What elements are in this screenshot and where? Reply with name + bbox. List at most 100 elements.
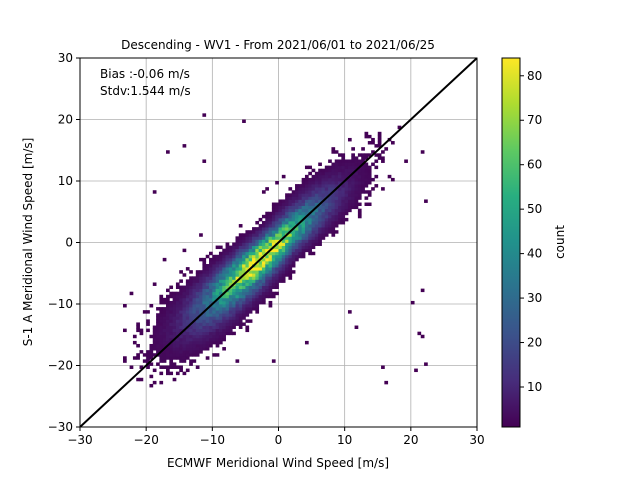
heatmap-cell [195, 282, 200, 286]
heatmap-cell [142, 353, 147, 357]
heatmap-cell [311, 242, 316, 246]
heatmap-cell [169, 337, 174, 342]
heatmap-cell [318, 220, 322, 225]
heatmap-cell [318, 205, 322, 210]
heatmap-cell [228, 294, 233, 299]
heatmap-cell [377, 131, 382, 136]
heatmap-cell [371, 177, 375, 182]
heatmap-cell [334, 162, 339, 167]
heatmap-cell [248, 304, 253, 308]
heatmap-cell [202, 285, 207, 290]
heatmap-cell [152, 325, 157, 329]
heatmap-cell [159, 371, 164, 376]
heatmap-cell [285, 202, 289, 206]
heatmap-cell [298, 248, 303, 253]
heatmap-cell [202, 270, 207, 274]
heatmap-cell [228, 291, 233, 296]
heatmap-cell [185, 300, 190, 305]
heatmap-cell [225, 279, 230, 283]
heatmap-cell [258, 294, 263, 299]
heatmap-cell [235, 273, 240, 277]
heatmap-cell [228, 254, 233, 259]
heatmap-cell [304, 217, 309, 222]
heatmap-cell [182, 347, 187, 351]
heatmap-cell [172, 362, 177, 366]
heatmap-cell [169, 371, 174, 376]
heatmap-cell [189, 343, 193, 348]
heatmap-cell [334, 196, 339, 200]
heatmap-cell [182, 325, 187, 329]
heatmap-cell [179, 359, 183, 363]
heatmap-cell [156, 322, 160, 326]
heatmap-cell [328, 181, 332, 185]
heatmap-cell [324, 171, 329, 176]
heatmap-cell [354, 165, 359, 170]
heatmap-cell [331, 165, 336, 170]
heatmap-cell [301, 202, 306, 206]
heatmap-cell [311, 168, 316, 173]
heatmap-cell [189, 328, 193, 333]
heatmap-cell [245, 294, 250, 299]
heatmap-cell [192, 334, 197, 339]
heatmap-cell [328, 196, 332, 200]
heatmap-cell [354, 193, 359, 197]
heatmap-cell [285, 248, 289, 253]
heatmap-cell [235, 242, 240, 246]
heatmap-cell [341, 159, 346, 163]
heatmap-cell [185, 304, 190, 308]
heatmap-cell [291, 242, 296, 246]
heatmap-cell [166, 340, 170, 345]
heatmap-cell [175, 304, 180, 308]
heatmap-cell [189, 347, 193, 351]
heatmap-cell [338, 159, 342, 163]
heatmap-cell [338, 165, 342, 170]
heatmap-cell [261, 242, 266, 246]
heatmap-cell [182, 248, 187, 253]
heatmap-cell [265, 242, 269, 246]
heatmap-cell [285, 224, 289, 228]
heatmap-cell [347, 184, 352, 188]
heatmap-cell [235, 322, 240, 326]
heatmap-cell [331, 147, 336, 151]
heatmap-cell [169, 319, 174, 323]
heatmap-cell [334, 184, 339, 188]
heatmap-cell [152, 334, 157, 339]
heatmap-cell [261, 285, 266, 290]
heatmap-cell [314, 184, 319, 188]
heatmap-cell [258, 300, 263, 305]
heatmap-cell [308, 165, 312, 170]
heatmap-cell [304, 340, 309, 345]
heatmap-cell [324, 205, 329, 210]
heatmap-cell [248, 285, 253, 290]
heatmap-cell [255, 230, 260, 234]
heatmap-cell [192, 291, 197, 296]
heatmap-cell [235, 300, 240, 305]
heatmap-cell [232, 291, 236, 296]
heatmap-cell [222, 264, 226, 268]
heatmap-cell [222, 276, 226, 280]
heatmap-cell [205, 343, 210, 348]
heatmap-cell [367, 181, 372, 185]
heatmap-cell [212, 340, 217, 345]
heatmap-cell [185, 319, 190, 323]
heatmap-cell [321, 233, 326, 237]
heatmap-cell [175, 285, 180, 290]
heatmap-cell [301, 239, 306, 243]
heatmap-cell [228, 297, 233, 302]
heatmap-cell [278, 205, 283, 210]
heatmap-cell [331, 181, 336, 185]
heatmap-cell [242, 264, 246, 268]
heatmap-cell [189, 304, 193, 308]
heatmap-cell [321, 174, 326, 179]
heatmap-cell [212, 294, 217, 299]
heatmap-cell [275, 217, 279, 222]
heatmap-cell [215, 273, 220, 277]
heatmap-cell [268, 273, 273, 277]
heatmap-cell [222, 334, 226, 339]
heatmap-cell [261, 230, 266, 234]
heatmap-cell [252, 257, 256, 262]
heatmap-cell [268, 300, 273, 305]
heatmap-cell [195, 300, 200, 305]
heatmap-cell [301, 187, 306, 191]
